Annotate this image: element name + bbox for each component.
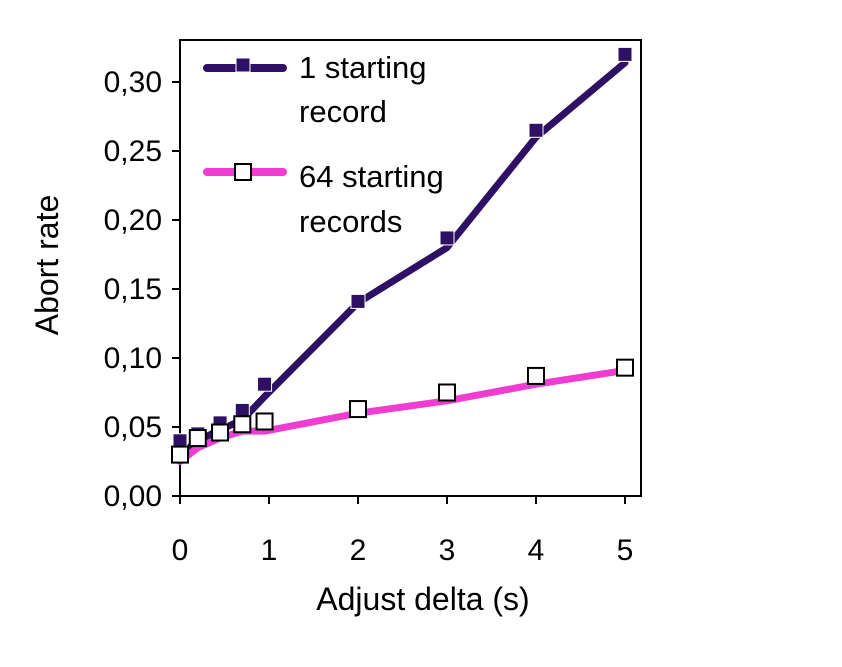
x-tick-label: 3 <box>439 534 456 567</box>
data-point <box>439 230 455 246</box>
legend: 1 starting record 64 starting records <box>203 50 444 239</box>
data-point <box>617 46 633 62</box>
data-point <box>233 415 252 434</box>
y-tick-label: 0,20 <box>104 204 162 237</box>
y-axis-ticks: 0,00 0,05 0,10 0,15 0,20 0,25 0,30 <box>104 66 180 513</box>
series-2 <box>171 358 634 465</box>
y-tick-label: 0,15 <box>104 273 162 306</box>
data-point <box>349 400 367 419</box>
y-tick-label: 0,10 <box>104 342 162 375</box>
x-axis-ticks: 0 1 2 3 4 5 <box>172 496 634 567</box>
legend-label: record <box>299 94 387 129</box>
legend-entry-2: 64 starting records <box>203 159 444 239</box>
data-point <box>350 293 366 309</box>
x-tick-label: 2 <box>350 534 367 567</box>
data-point <box>528 122 544 138</box>
data-point <box>257 376 273 392</box>
y-tick-label: 0,05 <box>104 411 162 444</box>
x-tick-label: 5 <box>617 534 634 567</box>
legend-label: 1 starting <box>299 50 427 85</box>
series-layer <box>171 46 634 465</box>
data-point <box>255 412 274 431</box>
plot-frame <box>179 39 642 497</box>
legend-marker <box>235 57 251 73</box>
data-point <box>188 429 207 448</box>
y-tick-label: 0,00 <box>104 480 162 513</box>
x-tick-label: 0 <box>172 534 189 567</box>
legend-marker <box>234 163 252 181</box>
y-tick-label: 0,30 <box>104 66 162 99</box>
legend-entry-1: 1 starting record <box>203 50 427 129</box>
plot-area <box>179 39 642 497</box>
x-tick-label: 4 <box>528 534 545 567</box>
y-axis-title: Abort rate <box>29 195 65 336</box>
x-tick-label: 1 <box>261 534 278 567</box>
data-point <box>171 445 189 464</box>
data-point <box>527 366 545 385</box>
series-1 <box>172 46 633 459</box>
data-point <box>616 358 634 377</box>
y-tick-label: 0,25 <box>104 135 162 168</box>
x-axis-title: Adjust delta (s) <box>316 581 529 617</box>
data-point <box>438 383 456 402</box>
data-point <box>211 423 230 442</box>
legend-label: 64 starting <box>299 159 444 194</box>
legend-label: records <box>299 204 402 239</box>
series-line <box>176 59 629 459</box>
